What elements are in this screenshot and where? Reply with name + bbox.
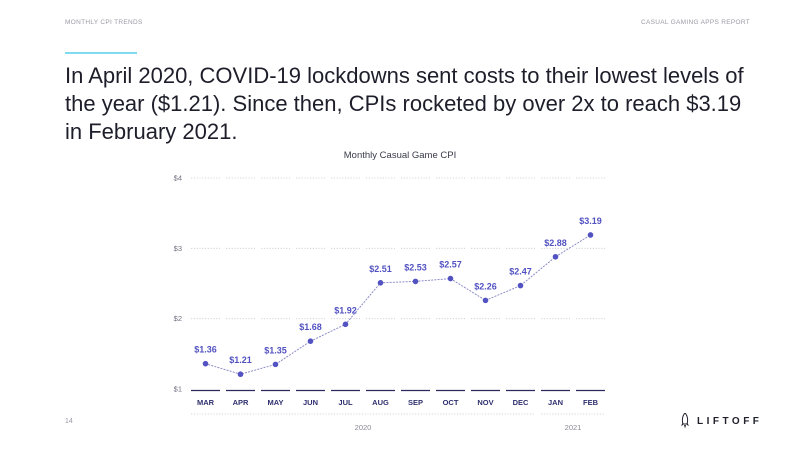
year-label: 2020	[355, 423, 372, 432]
x-tick-label: DEC	[513, 398, 529, 407]
data-point	[307, 338, 314, 344]
data-point	[587, 232, 594, 238]
data-label: $2.51	[369, 264, 392, 274]
data-label: $2.26	[474, 281, 497, 291]
year-label: 2021	[565, 423, 582, 432]
x-tick-label: AUG	[372, 398, 389, 407]
x-axis: MAR APR MAY JUN JUL AUG SEP OCT NOV DEC JAN FEB	[197, 398, 599, 407]
data-point	[237, 371, 244, 378]
data-label: $2.53	[404, 262, 427, 272]
rocket-icon	[681, 413, 689, 429]
series-line-path	[205, 234, 591, 375]
data-label: $1.35	[264, 345, 287, 355]
x-tick-label: MAY	[268, 398, 284, 407]
data-label: $2.88	[544, 238, 567, 248]
data-point	[447, 275, 454, 282]
data-points	[202, 232, 594, 378]
data-point	[342, 321, 349, 328]
y-tick-label: $3	[174, 244, 182, 253]
series-line	[205, 234, 591, 375]
brand-name: LIFTOFF	[697, 415, 763, 427]
grid-lines	[191, 177, 605, 320]
brand-logo: LIFTOFF	[680, 412, 762, 430]
headline: In April 2020, COVID-19 lockdowns sent c…	[65, 63, 744, 144]
y-tick-label: $4	[174, 174, 182, 183]
data-label: $3.19	[579, 216, 602, 226]
chart-title: Monthly Casual Game CPI	[344, 150, 456, 161]
page-number: 14	[65, 418, 73, 425]
accent-line	[65, 52, 137, 54]
data-label: $2.47	[509, 267, 532, 277]
data-point	[412, 278, 419, 285]
data-point	[272, 361, 279, 368]
data-label: $1.92	[334, 305, 357, 315]
data-label: $1.21	[229, 355, 252, 365]
data-label: $2.57	[439, 260, 462, 270]
data-label: $1.68	[299, 322, 322, 332]
data-point	[482, 297, 489, 304]
x-tick-label: NOV	[477, 398, 493, 407]
x-tick-label: SEP	[408, 398, 423, 407]
report-title: CASUAL GAMING APPS REPORT	[641, 19, 750, 26]
section-label: MONTHLY CPI TRENDS	[65, 19, 143, 26]
x-tick-label: JAN	[548, 398, 563, 407]
x-tick-label: JUN	[303, 398, 318, 407]
data-labels: $1.36 $1.21 $1.35 $1.68 $1.92 $2.51 $2.53 $2.57…	[194, 216, 602, 365]
data-point	[517, 282, 524, 289]
x-tick-label: APR	[233, 398, 249, 407]
y-tick-label: $2	[174, 314, 182, 323]
data-point	[552, 253, 559, 260]
x-tick-label: MAR	[197, 398, 215, 407]
data-label: $1.36	[194, 345, 217, 355]
x-tick-label: FEB	[583, 398, 599, 407]
year-axis: 2020 2021	[191, 413, 605, 432]
x-tick-label: JUL	[338, 398, 353, 407]
data-point	[202, 360, 209, 367]
data-point	[377, 279, 384, 286]
x-tick-label: OCT	[443, 398, 459, 407]
y-tick-label: $1	[174, 385, 182, 394]
y-axis: $1 $2 $3 $4	[174, 174, 182, 394]
